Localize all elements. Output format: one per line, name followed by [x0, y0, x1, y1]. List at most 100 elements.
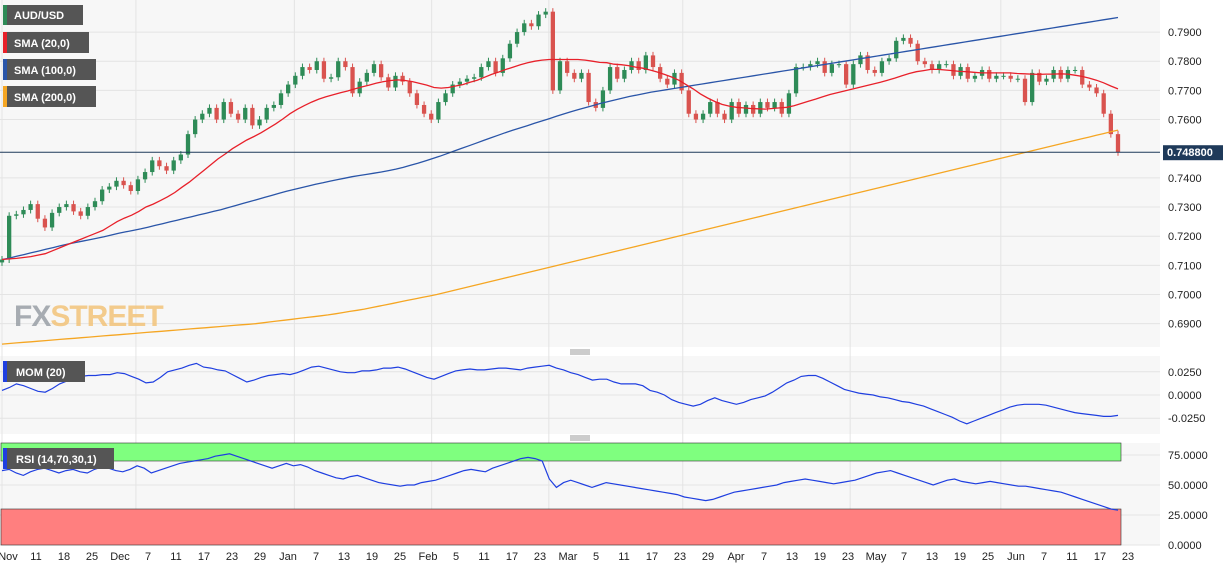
legend-sma-100[interactable]: SMA (100,0) — [3, 59, 96, 80]
candle — [293, 72, 298, 89]
rsi-overbought-zone — [0, 442, 1122, 462]
candle-body — [872, 69, 877, 73]
candle — [121, 177, 126, 189]
candle — [937, 60, 942, 74]
candle — [321, 57, 327, 83]
x-tick-label: 23 — [1122, 551, 1134, 563]
candle — [858, 51, 863, 68]
x-tick-label: 13 — [338, 551, 350, 563]
candle-body — [0, 259, 5, 263]
candle — [278, 89, 284, 109]
candle — [665, 75, 670, 89]
candle-body — [951, 64, 956, 76]
mom-line — [1, 362, 1119, 425]
candle — [894, 37, 899, 62]
candle — [28, 200, 33, 214]
candle — [193, 116, 198, 138]
candle — [915, 40, 920, 65]
candle — [908, 34, 913, 48]
x-tick-label: 23 — [534, 551, 546, 563]
candle-body — [522, 23, 527, 33]
candle — [49, 209, 55, 231]
candle-body — [851, 64, 856, 85]
legend-aud-usd[interactable]: AUD/USD — [3, 5, 83, 25]
y-tick-label: 50.0000 — [1168, 480, 1208, 492]
candle-body — [929, 64, 935, 70]
legend-rsi-label: RSI (14,70,30,1) — [16, 454, 97, 466]
candle — [579, 69, 584, 83]
candle-body — [414, 93, 420, 105]
candle — [722, 110, 727, 124]
candle — [1080, 66, 1085, 89]
candle-body — [1037, 72, 1042, 82]
candle — [965, 63, 970, 83]
candle-body — [808, 64, 813, 68]
candle — [872, 66, 877, 77]
rsi-resize-handle[interactable] — [570, 435, 590, 441]
candle-body — [457, 81, 462, 85]
candle — [972, 72, 978, 83]
x-tick-label: Jun — [1007, 551, 1025, 563]
candle-body — [915, 43, 920, 62]
candle-body — [772, 102, 777, 108]
candle-body — [314, 61, 319, 70]
x-tick-label: 25 — [394, 551, 406, 563]
candle-body — [164, 166, 169, 171]
candle-body — [250, 107, 255, 126]
candle-body — [135, 179, 141, 191]
candle-body — [464, 78, 470, 82]
candle — [572, 69, 577, 83]
candle-body — [107, 186, 112, 190]
x-tick-label: Mar — [559, 551, 578, 563]
candle-body — [1001, 75, 1006, 77]
sma-200-line — [1, 129, 1119, 345]
legend-sma-20[interactable]: SMA (20,0) — [3, 32, 89, 53]
candle — [286, 81, 291, 97]
candle-body — [393, 75, 398, 88]
candle — [400, 72, 405, 86]
rsi-oversold-zone — [0, 508, 1122, 546]
candle — [844, 60, 849, 89]
candle-body — [550, 11, 555, 91]
x-tick-label: 17 — [506, 551, 518, 563]
candle — [650, 51, 656, 71]
candle — [929, 60, 935, 74]
candle — [243, 104, 248, 124]
candle-body — [586, 72, 591, 103]
x-tick-label: 29 — [702, 551, 714, 563]
x-tick-label: Feb — [419, 551, 438, 563]
candle-body — [150, 160, 155, 173]
legend-sma-100-label: SMA (100,0) — [14, 65, 76, 77]
candle-body — [708, 102, 713, 114]
candle — [987, 66, 992, 83]
legend-sma-200[interactable]: SMA (200,0) — [3, 86, 96, 107]
legend-mom[interactable]: MOM (20) — [3, 361, 85, 382]
candle-body — [78, 211, 83, 216]
candle — [393, 72, 398, 91]
candle — [808, 60, 813, 71]
candle — [135, 175, 141, 195]
candle — [364, 69, 369, 86]
x-tick-label: 19 — [814, 551, 826, 563]
y-tick-label: 0.7800 — [1168, 56, 1202, 68]
candle — [78, 207, 83, 220]
x-tick-label: Jan — [279, 551, 297, 563]
candle — [336, 57, 341, 81]
x-tick-label: Dec — [110, 551, 130, 563]
candle-body — [228, 102, 234, 114]
legend-sma-20-label: SMA (20,0) — [14, 38, 70, 50]
candle — [371, 60, 377, 77]
candle — [1087, 81, 1092, 91]
candle — [414, 89, 420, 109]
candle — [85, 203, 90, 220]
candle-body — [100, 189, 105, 202]
legend-rsi[interactable]: RSI (14,70,30,1) — [3, 448, 114, 469]
mom-resize-handle[interactable] — [570, 349, 590, 355]
candle-body — [879, 61, 885, 73]
candle — [715, 98, 720, 118]
x-tick-label: 17 — [1094, 551, 1106, 563]
fxstreet-watermark: FXSTREET — [14, 300, 163, 333]
candle — [250, 104, 255, 129]
x-tick-label: 11 — [1066, 551, 1077, 563]
